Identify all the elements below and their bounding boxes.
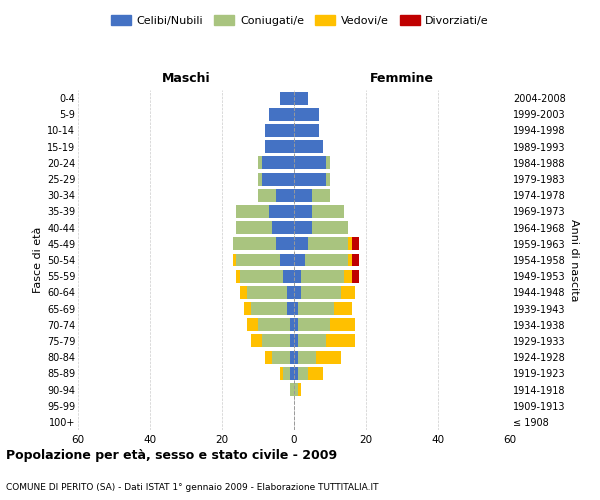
Text: Popolazione per età, sesso e stato civile - 2009: Popolazione per età, sesso e stato civil…	[6, 450, 337, 462]
Bar	[236, 254, 280, 266]
Bar	[298, 350, 316, 364]
Bar	[330, 318, 355, 331]
Bar	[269, 205, 294, 218]
Bar	[294, 270, 301, 282]
Bar	[290, 334, 294, 347]
Bar	[290, 383, 294, 396]
Bar	[294, 238, 308, 250]
Bar	[294, 318, 298, 331]
Bar	[280, 254, 294, 266]
Bar	[280, 92, 294, 104]
Bar	[283, 367, 290, 380]
Text: Maschi: Maschi	[161, 72, 211, 85]
Bar	[265, 124, 294, 137]
Bar	[344, 270, 352, 282]
Bar	[251, 334, 262, 347]
Bar	[251, 302, 287, 315]
Bar	[294, 254, 305, 266]
Bar	[258, 189, 276, 202]
Bar	[308, 367, 323, 380]
Bar	[352, 254, 359, 266]
Bar	[236, 270, 240, 282]
Bar	[294, 92, 308, 104]
Bar	[262, 172, 294, 186]
Bar	[240, 270, 283, 282]
Bar	[294, 334, 298, 347]
Bar	[294, 124, 319, 137]
Bar	[352, 238, 359, 250]
Bar	[290, 318, 294, 331]
Bar	[294, 108, 319, 121]
Bar	[258, 156, 262, 170]
Bar	[283, 270, 294, 282]
Bar	[290, 367, 294, 380]
Bar	[298, 318, 330, 331]
Legend: Celibi/Nubili, Coniugati/e, Vedovi/e, Divorziati/e: Celibi/Nubili, Coniugati/e, Vedovi/e, Di…	[107, 10, 493, 30]
Bar	[233, 254, 236, 266]
Bar	[312, 221, 348, 234]
Bar	[276, 238, 294, 250]
Bar	[301, 270, 344, 282]
Bar	[287, 302, 294, 315]
Bar	[269, 108, 294, 121]
Bar	[233, 238, 276, 250]
Bar	[294, 383, 298, 396]
Bar	[316, 350, 341, 364]
Bar	[262, 156, 294, 170]
Bar	[294, 172, 326, 186]
Y-axis label: Fasce di età: Fasce di età	[32, 227, 43, 293]
Text: Femmine: Femmine	[370, 72, 434, 85]
Bar	[272, 350, 290, 364]
Bar	[294, 350, 298, 364]
Bar	[294, 286, 301, 299]
Bar	[240, 286, 247, 299]
Bar	[276, 189, 294, 202]
Bar	[326, 172, 330, 186]
Bar	[294, 205, 312, 218]
Bar	[294, 367, 298, 380]
Bar	[348, 238, 352, 250]
Bar	[308, 238, 348, 250]
Bar	[341, 286, 355, 299]
Bar	[247, 286, 287, 299]
Bar	[262, 334, 290, 347]
Bar	[348, 254, 352, 266]
Bar	[287, 286, 294, 299]
Bar	[294, 156, 326, 170]
Bar	[265, 350, 272, 364]
Bar	[334, 302, 352, 315]
Bar	[312, 205, 344, 218]
Bar	[272, 221, 294, 234]
Bar	[236, 221, 272, 234]
Bar	[301, 286, 341, 299]
Bar	[236, 205, 269, 218]
Bar	[326, 156, 330, 170]
Bar	[298, 302, 334, 315]
Bar	[294, 140, 323, 153]
Bar	[352, 270, 359, 282]
Y-axis label: Anni di nascita: Anni di nascita	[569, 218, 580, 301]
Bar	[298, 383, 301, 396]
Bar	[294, 221, 312, 234]
Bar	[244, 302, 251, 315]
Bar	[265, 140, 294, 153]
Bar	[294, 302, 298, 315]
Bar	[290, 350, 294, 364]
Bar	[312, 189, 330, 202]
Bar	[247, 318, 258, 331]
Bar	[326, 334, 355, 347]
Bar	[258, 318, 290, 331]
Bar	[294, 189, 312, 202]
Bar	[298, 334, 326, 347]
Bar	[305, 254, 348, 266]
Bar	[280, 367, 283, 380]
Text: COMUNE DI PERITO (SA) - Dati ISTAT 1° gennaio 2009 - Elaborazione TUTTITALIA.IT: COMUNE DI PERITO (SA) - Dati ISTAT 1° ge…	[6, 484, 379, 492]
Bar	[258, 172, 262, 186]
Bar	[298, 367, 308, 380]
